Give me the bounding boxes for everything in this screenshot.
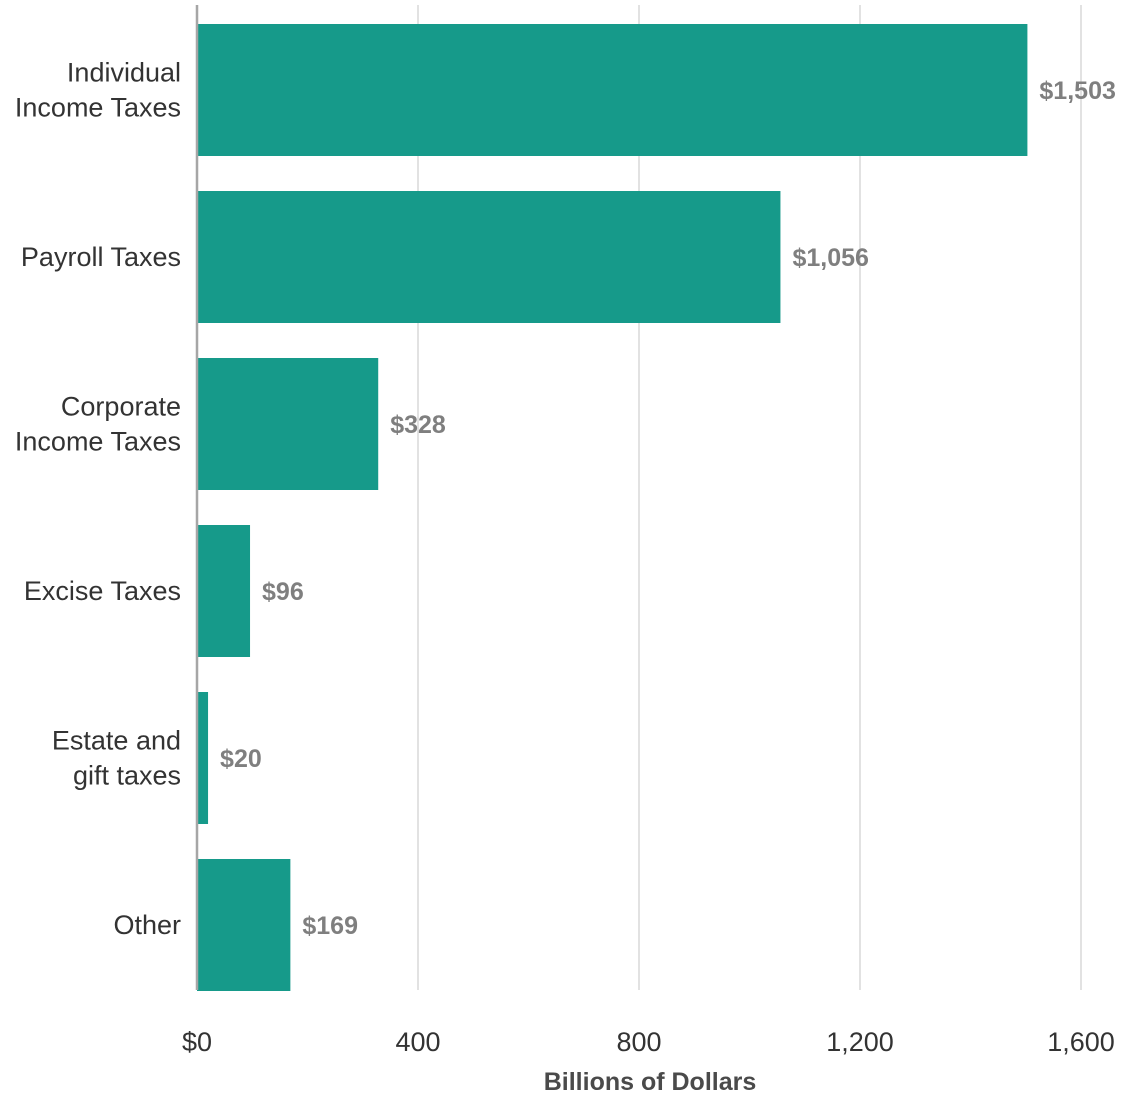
bar: [197, 859, 291, 991]
x-tick-label: 800: [616, 1027, 661, 1057]
x-tick-label: 400: [395, 1027, 440, 1057]
bar: [197, 358, 379, 490]
category-label-line: Excise Taxes: [24, 576, 181, 606]
category-label-line: Individual: [67, 58, 181, 88]
category-label: Other: [113, 910, 181, 940]
category-label-line: Income Taxes: [15, 427, 181, 457]
category-label-line: Payroll Taxes: [21, 242, 181, 272]
value-label: $328: [390, 411, 446, 439]
value-labels: $1,503 $1,056 $328 $96 $20 $169: [220, 77, 1116, 940]
x-axis-title: Billions of Dollars: [544, 1068, 757, 1096]
value-label: $1,056: [792, 244, 868, 272]
value-label: $96: [262, 578, 304, 606]
category-labels: Individual Income Taxes Payroll Taxes Corpo…: [15, 58, 181, 941]
gridlines: [417, 5, 1082, 990]
category-label: Corporate Income Taxes: [15, 392, 181, 457]
category-label-line: gift taxes: [73, 761, 181, 791]
value-label: $169: [302, 912, 358, 940]
category-label: Estate and gift taxes: [52, 726, 181, 791]
value-label: $1,503: [1039, 77, 1115, 105]
value-label: $20: [220, 745, 262, 773]
x-tick-labels: $0 400 800 1,200 1,600: [182, 1027, 1115, 1057]
bar: [197, 525, 251, 657]
category-label-line: Estate and: [52, 726, 181, 756]
bar: [197, 24, 1028, 156]
category-label-line: Other: [113, 910, 181, 940]
category-label: Payroll Taxes: [21, 242, 181, 272]
x-tick-label: 1,600: [1047, 1027, 1115, 1057]
category-label: Excise Taxes: [24, 576, 181, 606]
category-label-line: Income Taxes: [15, 93, 181, 123]
x-tick-label: $0: [182, 1027, 212, 1057]
bar: [197, 692, 209, 824]
bars: [197, 24, 1028, 991]
category-label-line: Corporate: [61, 392, 181, 422]
category-label: Individual Income Taxes: [15, 58, 181, 123]
bar: [197, 191, 781, 323]
x-tick-label: 1,200: [826, 1027, 894, 1057]
